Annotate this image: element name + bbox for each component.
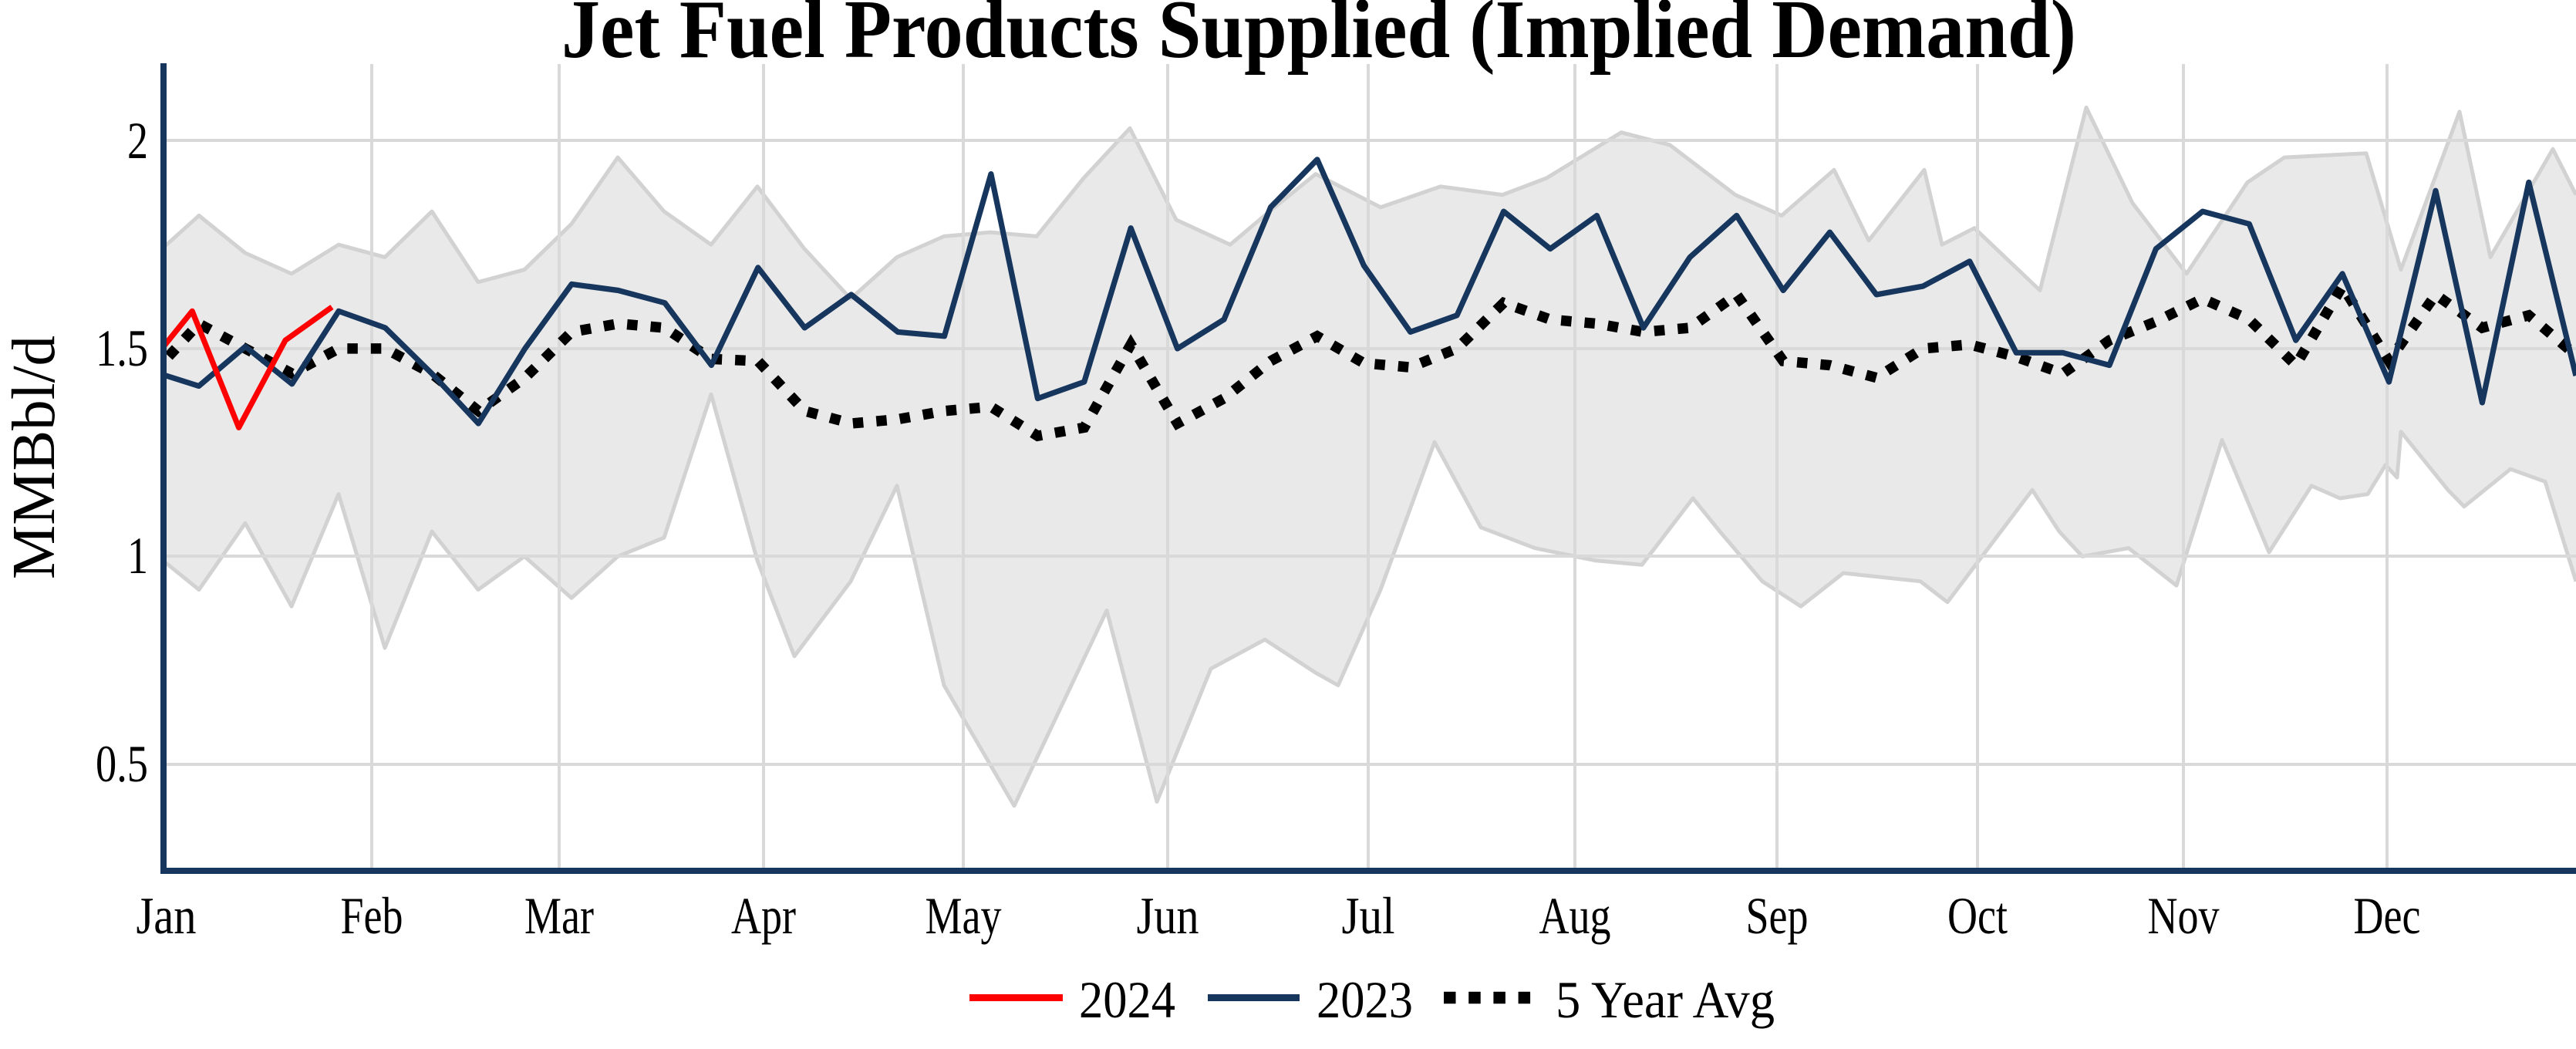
svg-text:0.5: 0.5 [96,734,148,793]
svg-text:1.5: 1.5 [96,319,148,377]
svg-text:2023: 2023 [1317,970,1413,1029]
svg-text:Feb: Feb [341,886,403,945]
svg-text:May: May [926,886,1002,945]
svg-text:Dec: Dec [2354,886,2421,945]
svg-text:Jet Fuel Products Supplied (Im: Jet Fuel Products Supplied (Implied Dema… [561,0,2076,76]
svg-text:2024: 2024 [1079,970,1175,1029]
svg-text:Sep: Sep [1746,886,1809,945]
svg-text:5 Year Avg: 5 Year Avg [1556,970,1775,1029]
svg-text:1: 1 [127,526,148,585]
svg-text:Apr: Apr [731,886,796,945]
svg-text:MMBbl/d: MMBbl/d [1,336,68,579]
svg-text:Aug: Aug [1539,886,1611,945]
svg-text:Jul: Jul [1342,886,1395,945]
svg-text:Jan: Jan [137,886,197,945]
svg-text:Nov: Nov [2148,886,2220,945]
svg-text:2: 2 [127,111,148,170]
svg-text:Jun: Jun [1137,886,1199,945]
svg-text:Oct: Oct [1947,886,2008,945]
svg-text:Mar: Mar [524,886,594,945]
